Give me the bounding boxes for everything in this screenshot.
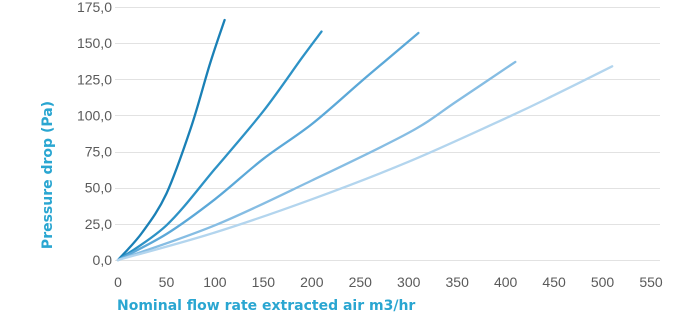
x-tick-label: 300 — [397, 274, 421, 290]
series-line-2 — [116, 30, 323, 262]
series-line-3 — [116, 31, 420, 262]
x-tick-label: 450 — [542, 274, 566, 290]
y-tick-label: 50,0 — [85, 180, 112, 196]
x-tick-labels: 0 50 100 150 200 250 300 350 400 450 500 550 — [114, 274, 663, 290]
x-tick-label: 400 — [494, 274, 518, 290]
y-tick-label: 150,0 — [77, 35, 112, 51]
y-tick-labels: 0,0 25,0 50,0 75,0 100,0 125,0 150,0 175,0 — [77, 0, 112, 268]
x-tick-label: 150 — [252, 274, 276, 290]
x-tick-label: 50 — [159, 274, 175, 290]
y-tick-label: 75,0 — [85, 144, 112, 160]
x-tick-label: 250 — [349, 274, 373, 290]
series-line-5 — [116, 65, 614, 262]
x-tick-label: 550 — [639, 274, 663, 290]
x-tick-label: 100 — [203, 274, 227, 290]
x-axis-title: Nominal flow rate extracted air m3/hr — [117, 298, 415, 314]
x-tick-label: 200 — [300, 274, 324, 290]
x-tick-label: 0 — [114, 274, 122, 290]
series-line-1 — [116, 18, 226, 262]
series-line-4 — [116, 60, 517, 262]
y-tick-label: 25,0 — [85, 216, 112, 232]
grid-lines — [115, 7, 660, 261]
y-axis-title: Pressure drop (Pa) — [40, 101, 56, 249]
y-tick-label: 175,0 — [77, 0, 112, 15]
x-tick-label: 350 — [446, 274, 470, 290]
data-series — [116, 18, 614, 262]
y-tick-label: 125,0 — [77, 71, 112, 87]
y-tick-label: 100,0 — [77, 107, 112, 123]
x-tick-label: 500 — [591, 274, 615, 290]
y-tick-label: 0,0 — [93, 252, 113, 268]
